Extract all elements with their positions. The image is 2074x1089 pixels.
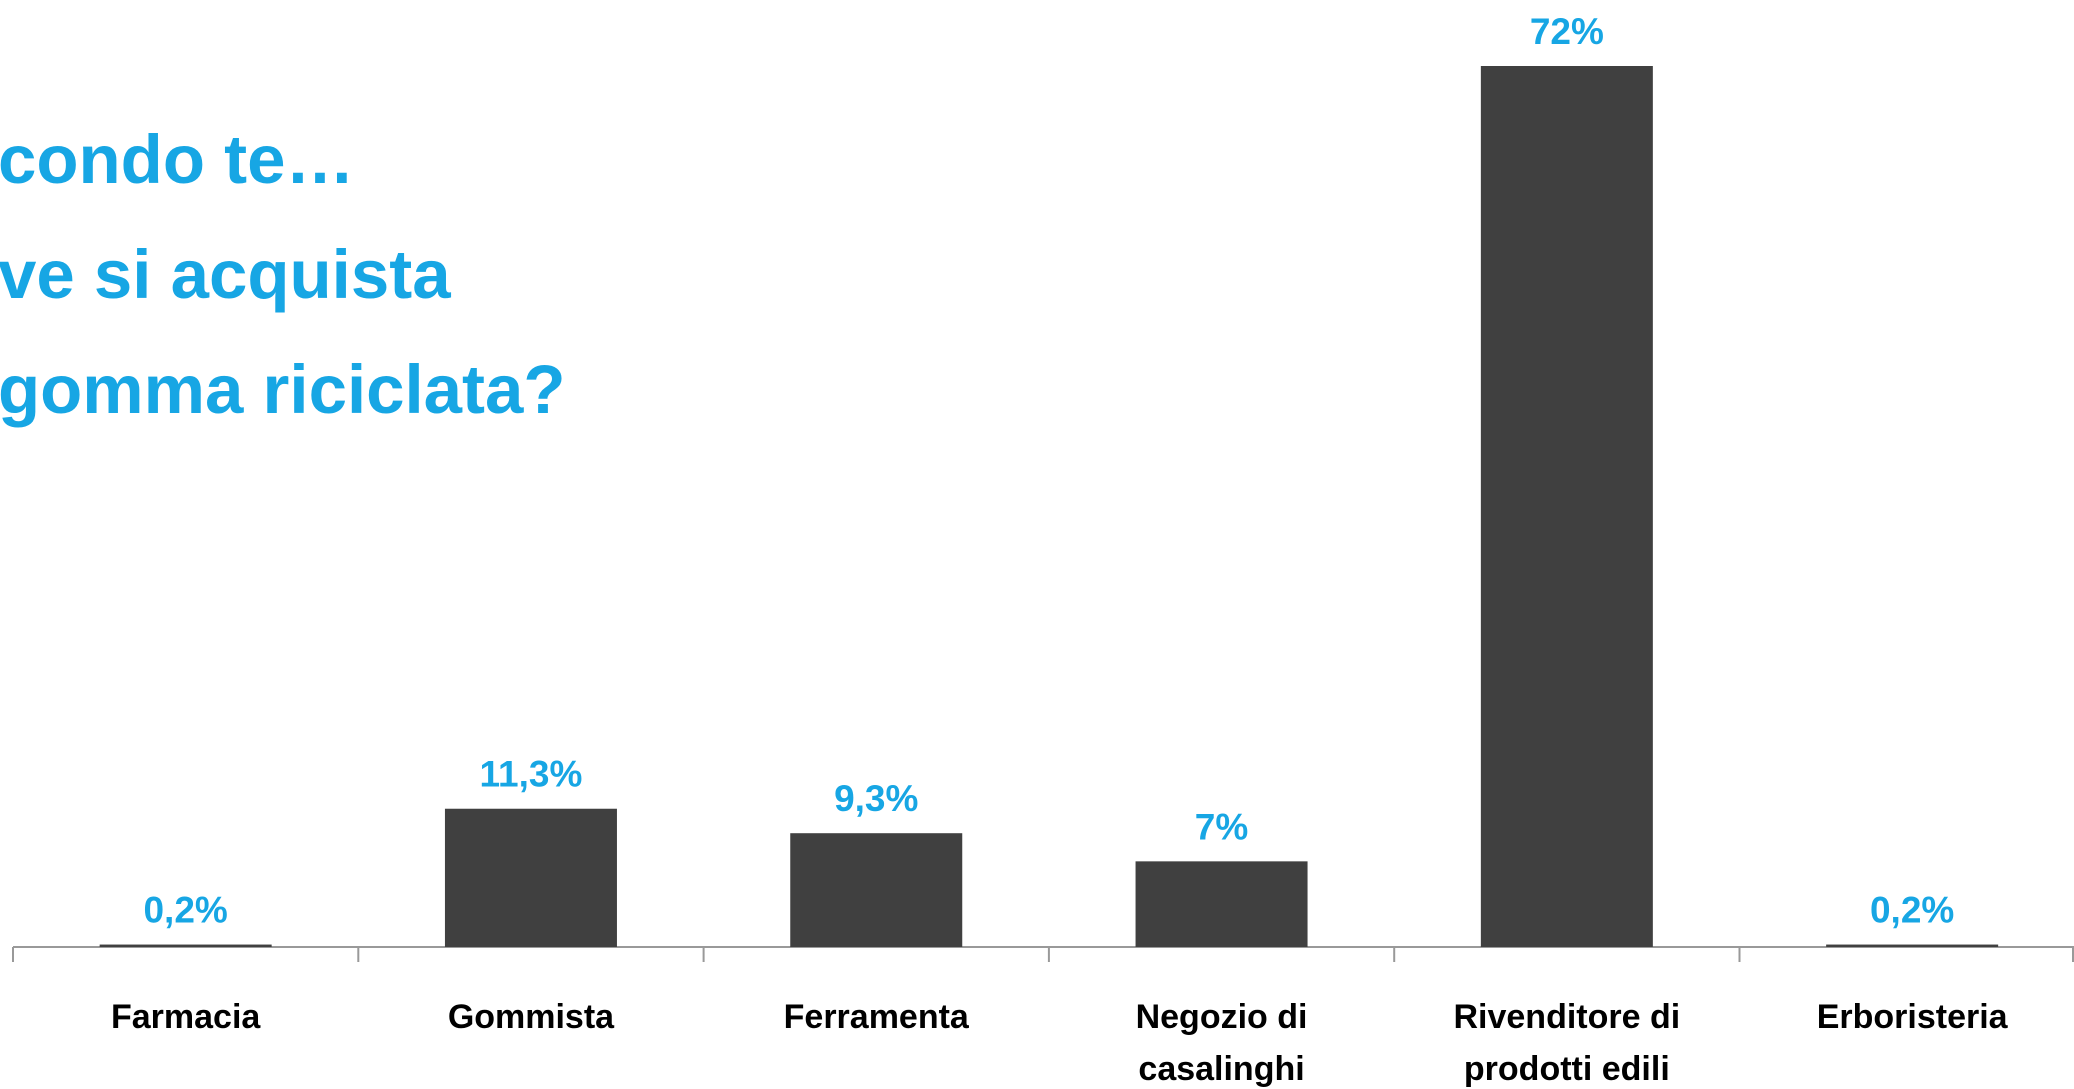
- value-label: 0,2%: [1870, 890, 1954, 931]
- x-tick-label: Gommista: [448, 998, 615, 1036]
- bar: [1135, 861, 1308, 947]
- bar: [444, 808, 617, 947]
- value-label: 9,3%: [834, 778, 918, 819]
- value-label: 72%: [1530, 11, 1604, 52]
- value-label: 0,2%: [143, 890, 227, 931]
- chart-title: condo te…: [0, 121, 355, 198]
- x-tick-label: prodotti edili: [1464, 1050, 1670, 1088]
- x-tick-label: casalinghi: [1138, 1050, 1304, 1088]
- chart-title: gomma riciclata?: [0, 351, 566, 428]
- bar: [1480, 66, 1653, 947]
- x-tick-label: Farmacia: [111, 998, 261, 1036]
- chart-title: ve si acquista: [0, 236, 451, 313]
- bar: [790, 833, 963, 947]
- bar: [1826, 944, 1999, 947]
- value-label: 7%: [1195, 806, 1248, 847]
- bar: [99, 944, 272, 947]
- x-tick-label: Negozio di: [1136, 998, 1308, 1036]
- x-tick-label: Rivenditore di: [1453, 998, 1680, 1036]
- value-label: 11,3%: [480, 754, 583, 795]
- x-tick-label: Erboristeria: [1817, 998, 2009, 1036]
- x-tick-label: Ferramenta: [784, 998, 970, 1036]
